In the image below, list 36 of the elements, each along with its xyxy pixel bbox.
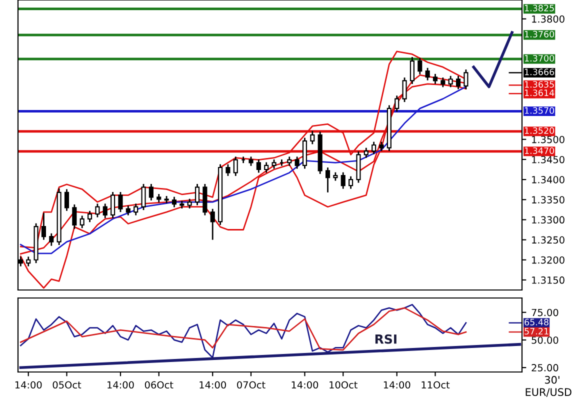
y-tick-label: 1.3800: [532, 15, 564, 23]
y-tick-label: 1.3300: [532, 216, 564, 224]
y-tick-label: 1.3150: [532, 276, 564, 284]
ref-line-label: 1.3760: [524, 30, 554, 38]
x-tick-label: 14:00: [108, 381, 134, 389]
ref-line-label: 1.3570: [524, 107, 554, 114]
x-tick-label: 11Oct: [422, 381, 450, 389]
y-tick-label: 25.00: [532, 364, 558, 372]
x-tick-label: 10Oct: [330, 381, 358, 389]
y-tick-label: 1.3250: [532, 236, 564, 244]
x-tick-label: 05Oct: [52, 381, 82, 389]
x-tick-label: 14:00: [384, 381, 410, 389]
x-tick-label: 14:00: [15, 381, 42, 389]
text: EUR/USD: [526, 388, 572, 397]
annotation: 1.3614: [524, 90, 554, 96]
x-tick-label: 07Oct: [237, 381, 266, 389]
y-tick-label: 1.3350: [532, 196, 564, 204]
annotation: 1.3666: [524, 68, 554, 76]
x-tick-label: 14:00: [200, 381, 226, 389]
x-tick-label: 06Oct: [144, 381, 174, 389]
y-tick-label: 1.3450: [532, 156, 564, 164]
annotation: 57.21: [524, 328, 548, 335]
ref-line-label: 1.3825: [524, 4, 554, 12]
x-axis-title: 30': [544, 376, 560, 384]
ref-line-label: 1.3520: [524, 127, 554, 134]
ref-line-label: 1.3470: [524, 147, 554, 154]
y-tick-label: 1.3500: [532, 136, 564, 144]
annotation: 65.48: [524, 318, 548, 326]
text: RSI: [375, 334, 396, 344]
y-tick-label: 75.00: [532, 308, 558, 316]
y-tick-label: 1.3200: [532, 256, 564, 264]
ref-line-label: 1.3700: [524, 54, 554, 62]
y-tick-label: 1.3400: [532, 176, 564, 184]
annotation: 1.3635: [524, 81, 554, 88]
x-tick-label: 14:00: [292, 381, 318, 389]
y-tick-label: 50.00: [532, 336, 558, 344]
